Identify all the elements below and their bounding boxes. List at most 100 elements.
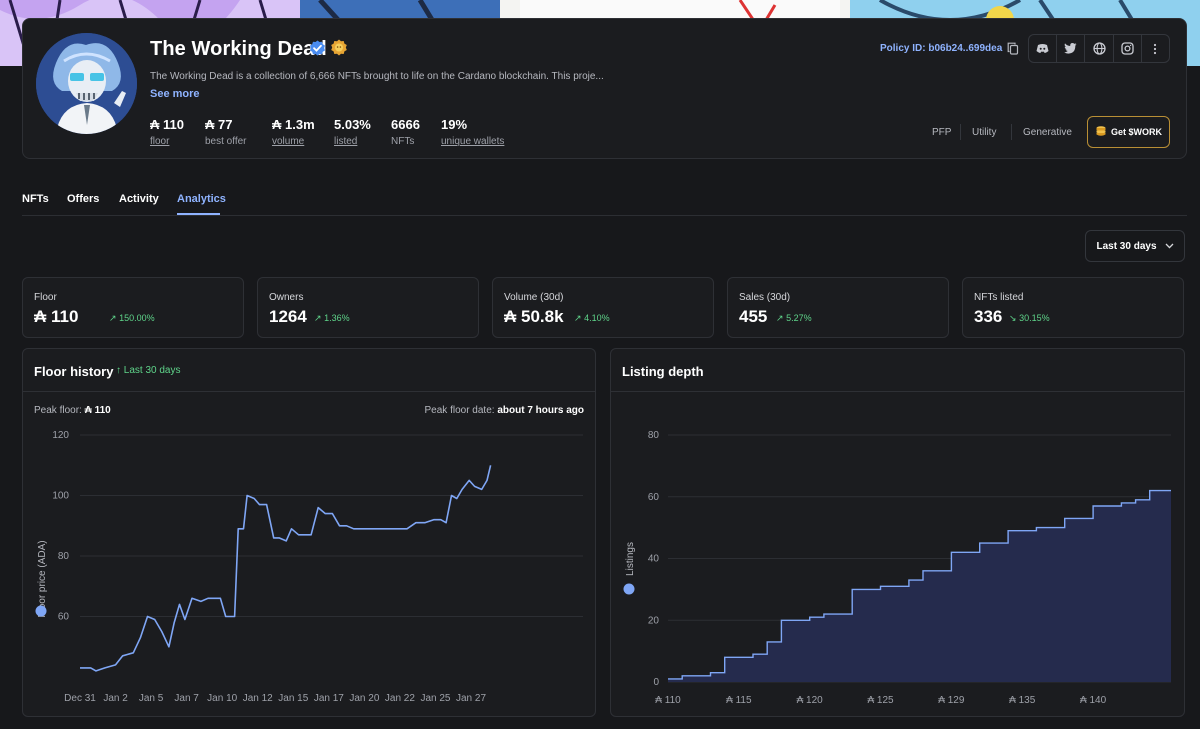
stat-unique-wallets-value: 19% (441, 117, 468, 132)
listing-depth-area (668, 490, 1171, 682)
x-tick-label: ₳ 110 (655, 695, 681, 706)
y-tick-label: 80 (58, 551, 70, 562)
stat-volume-label[interactable]: volume (272, 136, 305, 147)
y-tick-label: 100 (52, 491, 69, 502)
twitter-icon[interactable] (1057, 35, 1086, 62)
tab-nfts[interactable]: NFTs (22, 193, 49, 205)
copy-icon[interactable] (1007, 42, 1019, 60)
floor-history-chart: 60 80 100 120 Dec 31 Jan 2 Jan 5 Jan 7 Jan 10 Jan… (35, 430, 583, 704)
see-more-link[interactable]: See more (150, 88, 200, 100)
globe-icon[interactable] (1085, 35, 1114, 62)
y-tick-label: 60 (58, 612, 70, 623)
stat-card-value: 455 (739, 307, 768, 326)
y-tick-label: 60 (648, 492, 660, 503)
arrow-up-right-icon: ↗ (776, 313, 784, 323)
policy-id[interactable]: Policy ID: b06b24..699dea (880, 43, 1003, 54)
stat-listed: 5.03% listed (334, 117, 371, 147)
more-icon[interactable] (1142, 35, 1169, 62)
stat-floor-label[interactable]: floor (150, 136, 170, 147)
y-tick-label: 40 (648, 554, 660, 565)
x-tick-label: Jan 27 (456, 693, 486, 704)
collection-avatar (36, 33, 137, 134)
verified-badge-icon (309, 40, 326, 62)
stat-listed-label[interactable]: listed (334, 136, 358, 147)
tag-generative[interactable]: Generative (1023, 127, 1072, 138)
arrow-up-right-icon: ↗ (574, 313, 582, 323)
peak-floor: Peak floor: ₳ 110 (34, 405, 111, 416)
stat-listed-value: 5.03% (334, 117, 371, 132)
stat-volume-value: ₳ 1.3m (272, 117, 315, 132)
time-range-select[interactable]: Last 30 days (1085, 230, 1185, 262)
x-tick-label: Jan 17 (314, 693, 344, 704)
instagram-icon[interactable] (1114, 35, 1142, 62)
floor-history-panel: Floor history ↑ Last 30 days Peak floor:… (22, 348, 596, 717)
stat-floor: ₳ 110 floor (150, 117, 184, 147)
stat-card-value: ₳ 110 (34, 307, 79, 326)
stat-best-offer-value: ₳ 77 (205, 117, 233, 132)
tag-pfp[interactable]: PFP (932, 127, 952, 138)
x-tick-label: Jan 12 (243, 693, 273, 704)
stat-card-value: 1264 (269, 307, 307, 326)
stat-card-owners: Owners 1264 ↗ 1.36% (257, 277, 479, 338)
stat-unique-wallets: 19% unique wallets (441, 117, 504, 147)
peak-date-value: about 7 hours ago (497, 405, 584, 416)
tab-offers[interactable]: Offers (67, 193, 100, 205)
tab-activity[interactable]: Activity (119, 193, 159, 205)
chevron-down-icon (1165, 241, 1174, 252)
stat-card-label: Owners (269, 292, 304, 303)
stat-unique-wallets-label[interactable]: unique wallets (441, 136, 505, 147)
get-work-token-button[interactable]: Get $WORK (1087, 116, 1170, 148)
social-links (1028, 34, 1170, 63)
stat-card-label: Sales (30d) (739, 292, 791, 303)
peak-date-label: Peak floor date: (424, 405, 495, 416)
y-tick-label: 80 (648, 430, 660, 441)
x-tick-label: ₳ 120 (797, 695, 824, 706)
stat-card-change: ↗ 4.10% (574, 313, 610, 323)
x-tick-label: ₳ 129 (938, 695, 965, 706)
stat-nfts: 6666 NFTs (391, 117, 420, 147)
listing-depth-chart: 0 20 40 60 80 ₳ 110 ₳ 115 ₳ 120 ₳ 125 ₳ 129 ₳ 135 ₳… (623, 430, 1171, 706)
stat-card-change: ↘ 30.15% (1009, 313, 1050, 323)
stat-card-label: Floor (34, 292, 57, 303)
tab-analytics[interactable]: Analytics (177, 193, 226, 205)
floor-history-period: ↑ Last 30 days (116, 365, 181, 376)
stat-card-label: Volume (30d) (504, 292, 564, 303)
x-tick-label: Jan 15 (278, 693, 308, 704)
stat-nfts-label: NFTs (391, 136, 415, 147)
stat-floor-value: ₳ 110 (150, 117, 184, 132)
collection-description: The Working Dead is a collection of 6,66… (150, 71, 604, 82)
get-work-label: Get $WORK (1110, 127, 1162, 137)
stat-card-change: ↗ 5.27% (776, 313, 812, 323)
x-tick-label: ₳ 115 (726, 695, 752, 706)
stat-nfts-value: 6666 (391, 117, 420, 132)
stat-card-sales: Sales (30d) 455 ↗ 5.27% (727, 277, 949, 338)
tag-utility[interactable]: Utility (972, 127, 997, 138)
stat-card-nfts-listed: NFTs listed 336 ↘ 30.15% (962, 277, 1184, 338)
peak-floor-value: ₳ 110 (84, 405, 111, 416)
y-axis-label: Floor price (ADA) (37, 540, 48, 617)
y-tick-label: 20 (648, 615, 660, 626)
y-tick-label: 120 (52, 430, 69, 441)
discord-icon[interactable] (1029, 35, 1058, 62)
x-tick-label: Jan 25 (420, 693, 450, 704)
peak-floor-date: Peak floor date: about 7 hours ago (425, 405, 585, 416)
coins-icon (1095, 125, 1107, 139)
gold-badge-icon (330, 39, 348, 62)
stat-card-volume: Volume (30d) ₳ 50.8k ↗ 4.10% (492, 277, 714, 338)
arrow-up-right-icon: ↗ (109, 313, 117, 323)
stat-best-offer: ₳ 77 best offer (205, 117, 247, 147)
listing-depth-title: Listing depth (622, 364, 704, 379)
arrow-up-right-icon: ↗ (314, 313, 322, 323)
floor-history-header: Floor history ↑ Last 30 days (23, 349, 595, 392)
stat-card-change: ↗ 1.36% (314, 313, 350, 323)
collection-header-card (22, 18, 1187, 159)
x-tick-label: Jan 7 (174, 693, 199, 704)
legend-dot (623, 583, 635, 595)
arrow-down-right-icon: ↘ (1009, 313, 1017, 323)
x-tick-label: Jan 5 (139, 693, 164, 704)
arrow-up-icon: ↑ (116, 365, 121, 376)
stat-card-value: 336 (974, 307, 1003, 326)
stat-best-offer-label: best offer (205, 136, 247, 147)
stat-volume: ₳ 1.3m volume (272, 117, 315, 147)
y-axis-label: Listings (625, 542, 636, 576)
